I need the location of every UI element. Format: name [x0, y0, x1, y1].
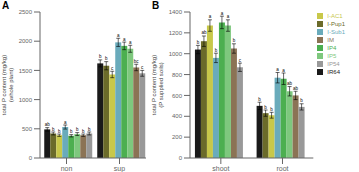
svg-text:c: c — [141, 65, 144, 70]
svg-text:1200: 1200 — [169, 30, 183, 36]
svg-text:a: a — [117, 33, 120, 38]
svg-text:b: b — [52, 127, 55, 132]
svg-text:600: 600 — [172, 93, 183, 99]
svg-text:total P content (mg/kg)(whole: total P content (mg/kg)(whole plant) — [8, 55, 14, 115]
svg-text:sup: sup — [114, 165, 125, 172]
svg-text:a: a — [221, 11, 224, 16]
svg-text:b: b — [300, 98, 303, 103]
svg-text:a: a — [227, 14, 230, 19]
svg-text:200: 200 — [172, 134, 183, 140]
svg-text:ab: ab — [201, 30, 207, 35]
svg-text:2000: 2000 — [19, 38, 33, 44]
svg-text:b: b — [58, 129, 61, 134]
svg-text:a: a — [276, 67, 279, 72]
svg-text:a: a — [64, 120, 67, 125]
svg-text:1000: 1000 — [169, 51, 183, 57]
svg-text:0: 0 — [29, 155, 33, 161]
svg-text:2500: 2500 — [19, 9, 33, 15]
svg-text:shoot: shoot — [212, 165, 229, 172]
html-text:I-Sub1: I-Sub1 — [327, 29, 345, 35]
svg-text:ab: ab — [287, 81, 293, 86]
svg-text:b: b — [105, 56, 108, 61]
svg-text:b: b — [197, 40, 200, 45]
html-text:A: A — [2, 0, 10, 11]
svg-text:c: c — [111, 66, 114, 71]
svg-text:1500: 1500 — [19, 68, 33, 74]
svg-text:800: 800 — [172, 72, 183, 78]
svg-text:400: 400 — [172, 113, 183, 119]
svg-text:root: root — [276, 165, 288, 172]
html-text:IM: IM — [327, 37, 334, 43]
html-text:IP4: IP4 — [327, 45, 337, 51]
html-text:IP5: IP5 — [327, 53, 337, 59]
svg-text:b: b — [264, 105, 267, 110]
svg-text:ab: ab — [45, 122, 51, 127]
svg-text:b: b — [215, 48, 218, 53]
svg-text:1400: 1400 — [169, 9, 183, 15]
svg-text:a: a — [123, 37, 126, 42]
svg-text:bc: bc — [134, 59, 140, 64]
svg-text:b: b — [270, 107, 273, 112]
html-text:I-Pup1: I-Pup1 — [327, 21, 345, 27]
svg-text:500: 500 — [22, 126, 33, 132]
svg-text:ab: ab — [293, 86, 299, 91]
svg-text:b: b — [258, 97, 261, 102]
svg-text:0: 0 — [179, 155, 183, 161]
svg-text:non: non — [61, 165, 73, 172]
svg-text:b: b — [88, 127, 91, 132]
svg-text:a: a — [129, 40, 132, 45]
html-text:IP54: IP54 — [327, 61, 340, 67]
svg-text:total P content (mg/kg)(P supp: total P content (mg/kg)(P supplied soils… — [151, 55, 164, 115]
svg-text:a: a — [209, 14, 212, 19]
html-text:B: B — [152, 0, 160, 11]
svg-text:b: b — [76, 127, 79, 132]
html-text:IR64: IR64 — [327, 69, 340, 75]
svg-text:b: b — [233, 38, 236, 43]
svg-text:b: b — [99, 54, 102, 59]
svg-text:b: b — [70, 129, 73, 134]
svg-text:b: b — [82, 129, 85, 134]
html-text:I-AC1: I-AC1 — [327, 13, 343, 19]
svg-text:c: c — [239, 58, 242, 63]
svg-text:a: a — [282, 68, 285, 73]
svg-text:1000: 1000 — [19, 97, 33, 103]
